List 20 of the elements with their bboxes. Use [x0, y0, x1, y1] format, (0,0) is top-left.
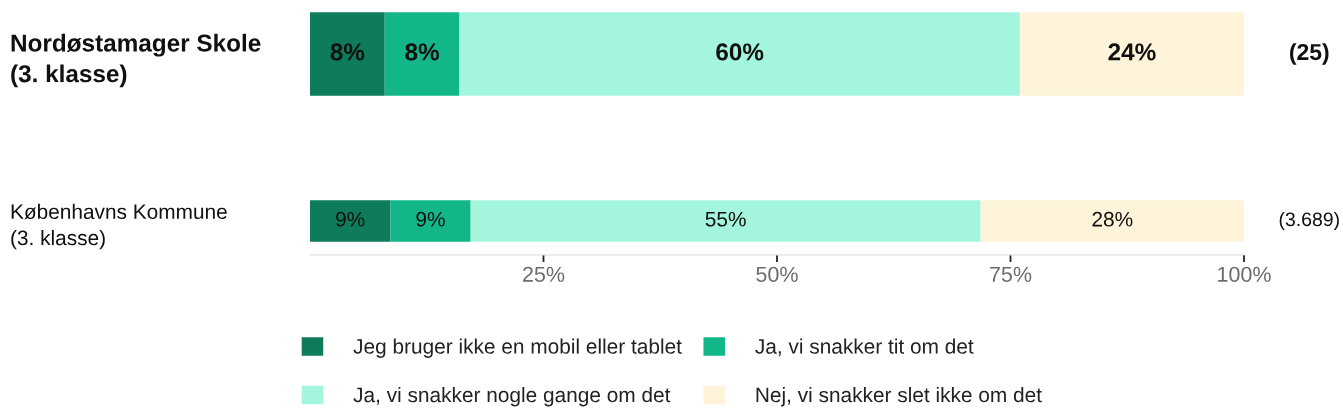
x-tick-label: 75%	[990, 266, 1032, 282]
legend-label: Ja, vi snakker tit om det	[755, 338, 974, 357]
annotation: (25)	[1290, 43, 1329, 65]
data-label: 8%	[330, 43, 365, 61]
y-tick-label: Københavns Kommune (3. klasse)	[11, 203, 227, 250]
data-label: 9%	[336, 211, 365, 227]
legend-label: Jeg bruger ikke en mobil eller tablet	[353, 338, 682, 358]
data-label: 60%	[716, 43, 764, 61]
annotation: (3.689)	[1279, 211, 1339, 231]
data-label: 9%	[416, 211, 445, 227]
data-label: 55%	[705, 211, 746, 227]
x-tick-label: 50%	[756, 266, 798, 282]
data-label: 28%	[1092, 211, 1133, 227]
x-tick-label: 100%	[1218, 266, 1271, 282]
x-tick-label: 25%	[523, 266, 565, 282]
data-label: 24%	[1108, 43, 1156, 61]
y-tick-label: Nordøstamager Skole (3. klasse)	[11, 33, 261, 88]
legend-label: Ja, vi snakker nogle gange om det	[353, 386, 671, 407]
legend-label: Nej, vi snakker slet ikke om det	[756, 386, 1042, 407]
data-label: 8%	[405, 43, 439, 61]
